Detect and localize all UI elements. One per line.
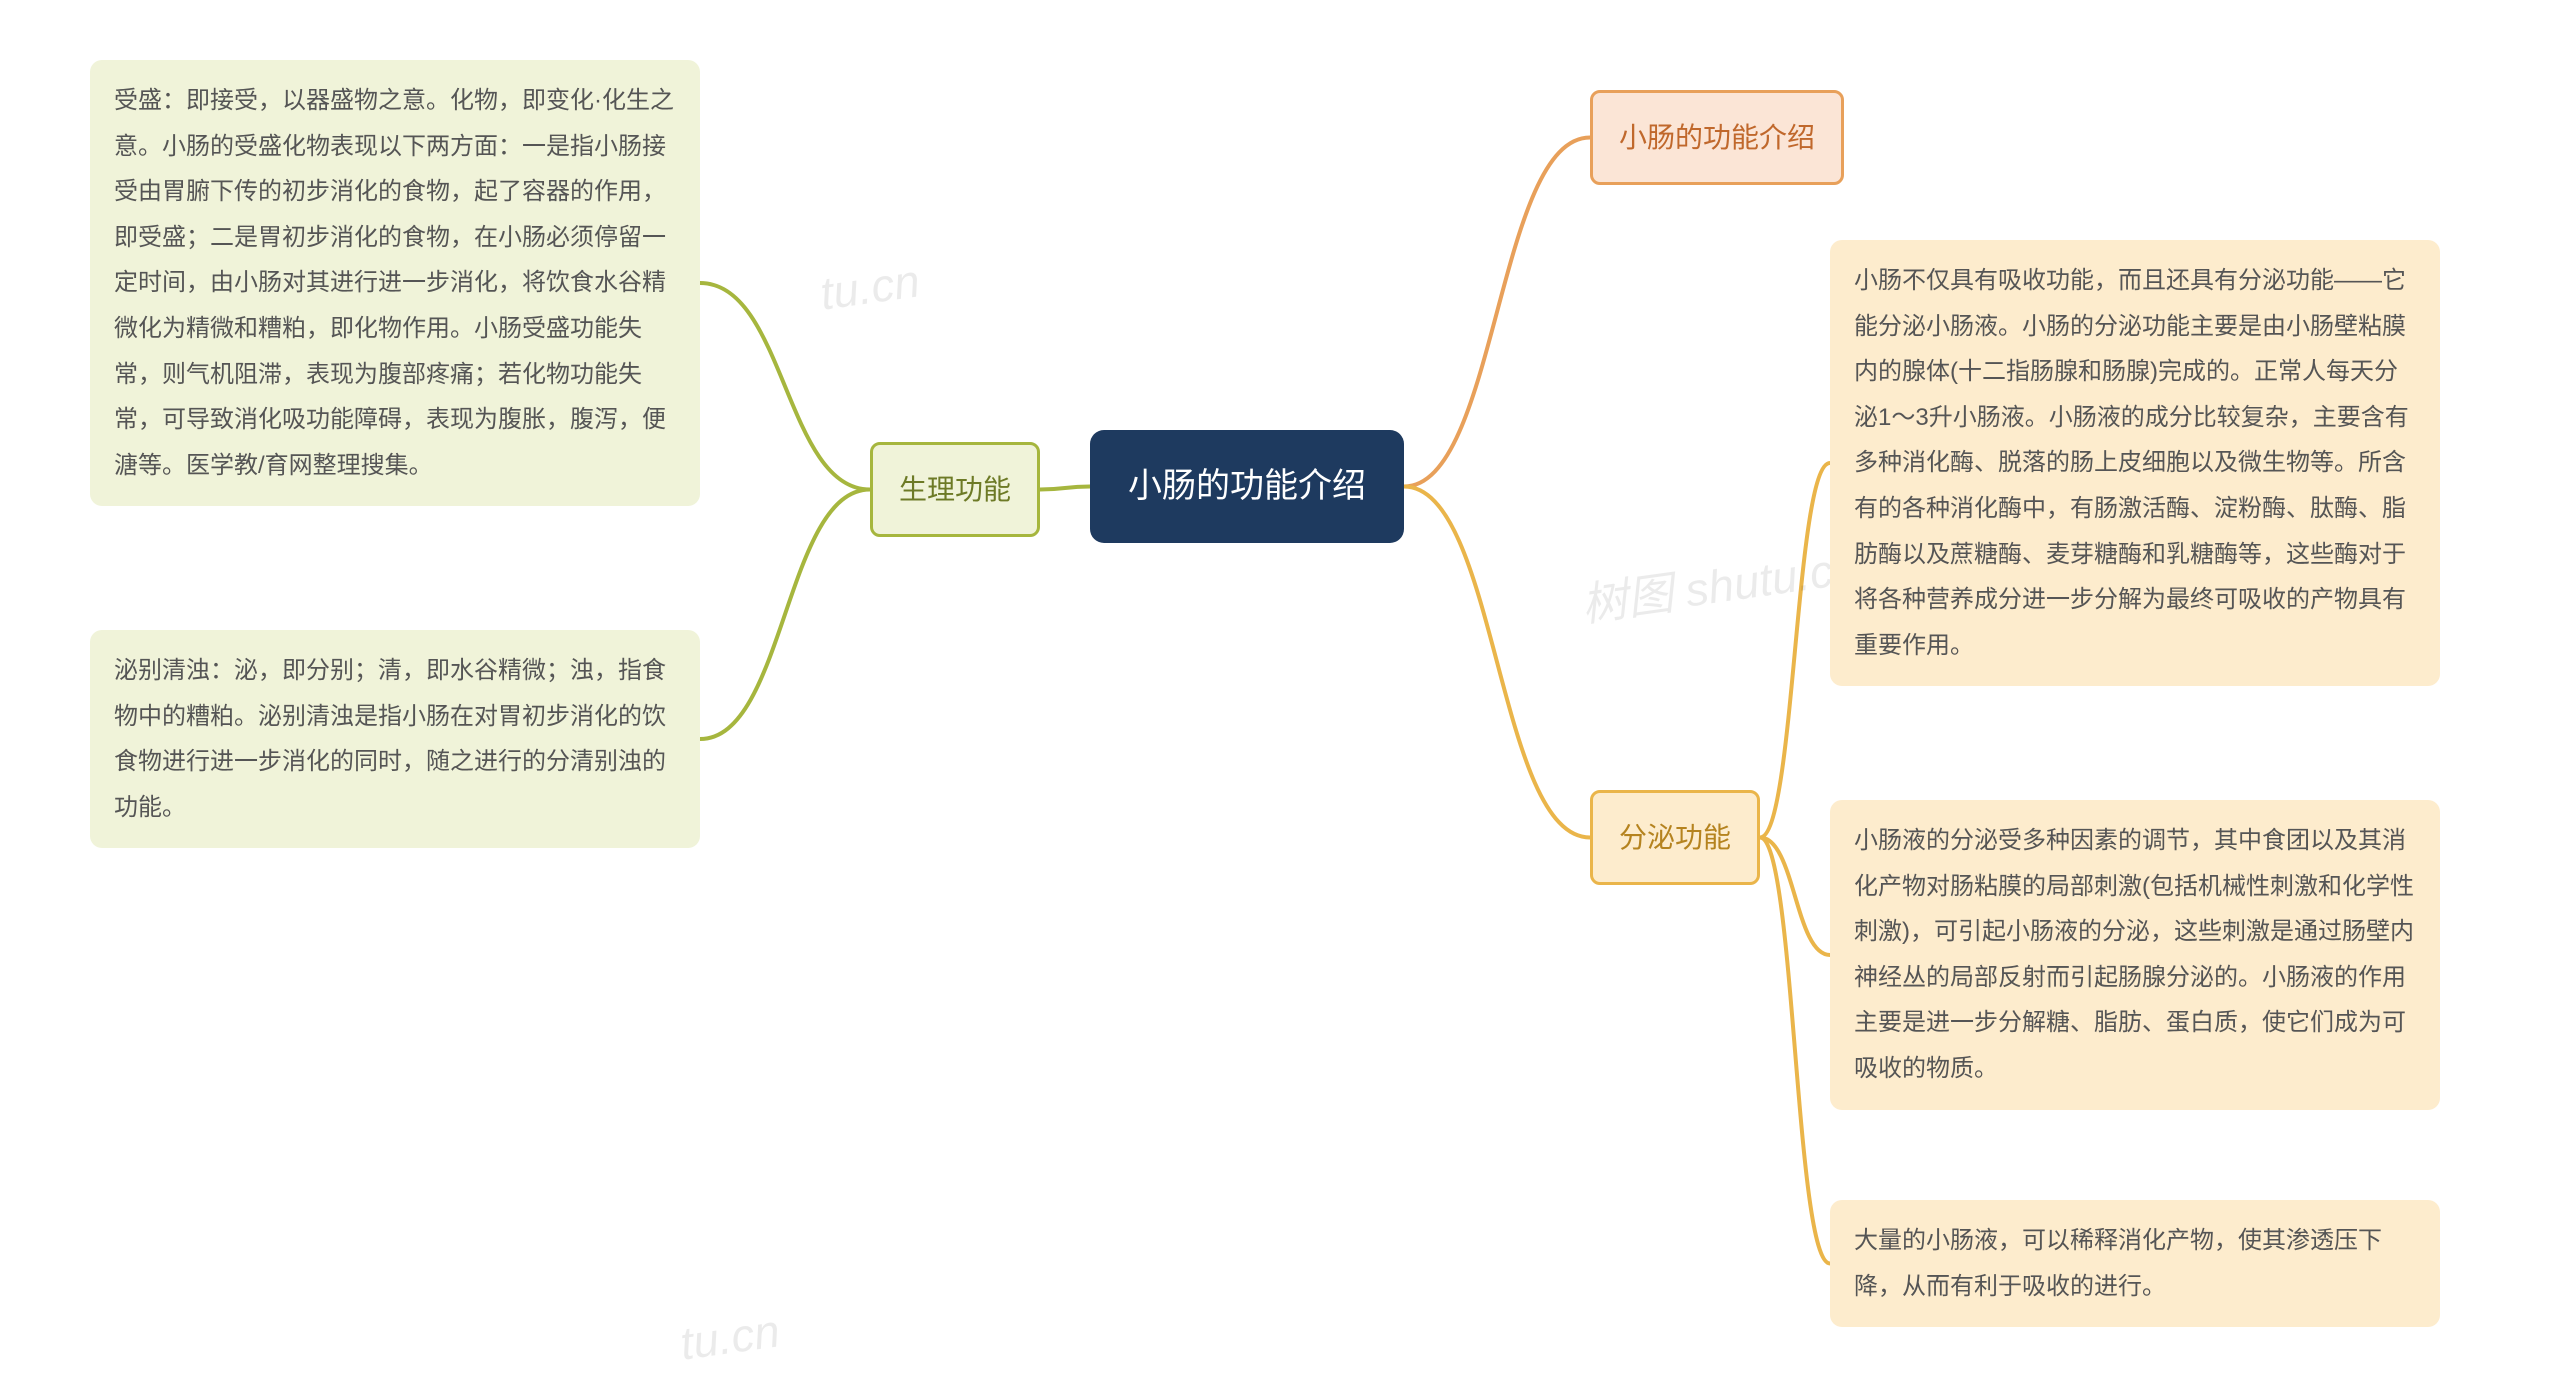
conn-center-rightbottom [1404,487,1590,838]
conn-left-leaf2 [700,490,870,740]
leaf-secretion-1: 小肠不仅具有吸收功能，而且还具有分泌功能——它能分泌小肠液。小肠的分泌功能主要是… [1830,240,2440,686]
conn-rb-leaf3 [1760,838,1830,1264]
conn-center-righttop [1404,138,1590,487]
conn-rb-leaf1 [1760,463,1830,838]
branch-physio: 生理功能 [870,442,1040,537]
branch-intro: 小肠的功能介绍 [1590,90,1844,185]
center-node: 小肠的功能介绍 [1090,430,1404,543]
watermark: 树图 shutu.cn [1577,531,1862,635]
conn-rb-leaf2 [1760,838,1830,956]
watermark: tu.cn [817,253,923,320]
leaf-secretion-2: 小肠液的分泌受多种因素的调节，其中食团以及其消化产物对肠粘膜的局部刺激(包括机械… [1830,800,2440,1110]
leaf-mibie: 泌别清浊：泌，即分别；清，即水谷精微；浊，指食物中的糟粕。泌别清浊是指小肠在对胃… [90,630,700,848]
branch-secretion: 分泌功能 [1590,790,1760,885]
leaf-secretion-3: 大量的小肠液，可以稀释消化产物，使其渗透压下降，从而有利于吸收的进行。 [1830,1200,2440,1327]
conn-center-left [1040,487,1090,490]
watermark: tu.cn [677,1303,783,1370]
leaf-shousheng: 受盛：即接受，以器盛物之意。化物，即变化·化生之意。小肠的受盛化物表现以下两方面… [90,60,700,506]
conn-left-leaf1 [700,283,870,490]
